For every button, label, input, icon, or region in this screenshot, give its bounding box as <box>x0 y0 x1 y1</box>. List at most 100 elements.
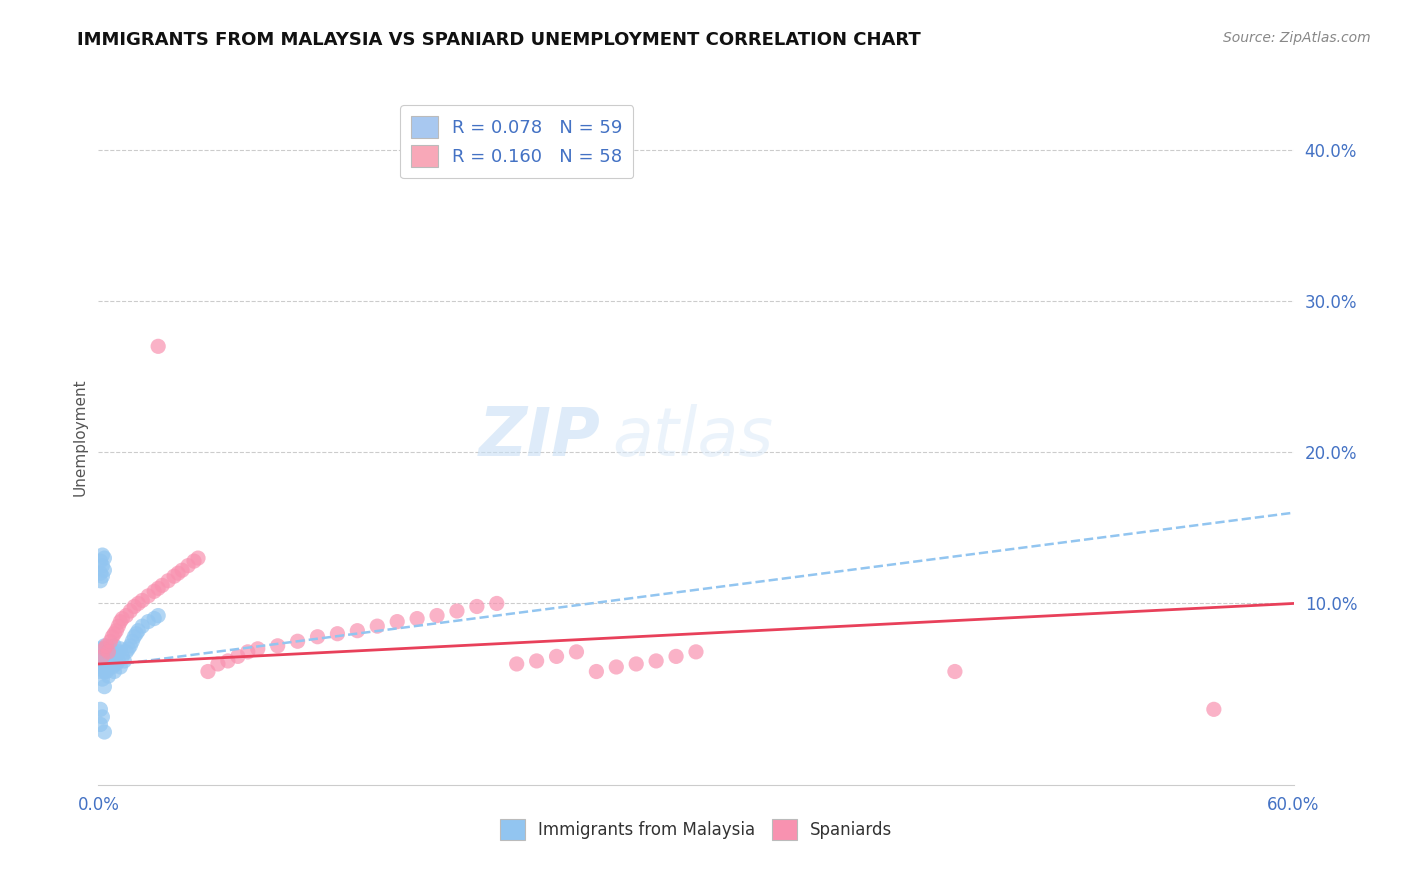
Point <box>89 702 111 716</box>
Point <box>96 639 118 653</box>
Point <box>385 615 409 629</box>
Point <box>131 593 153 607</box>
Point <box>93 725 115 739</box>
Point <box>626 657 648 671</box>
Point <box>585 665 607 679</box>
Point <box>107 654 129 668</box>
Point <box>91 660 114 674</box>
Point <box>943 665 966 679</box>
Point <box>506 657 529 671</box>
Point <box>163 569 186 583</box>
Point <box>446 604 468 618</box>
Point <box>136 589 159 603</box>
Point <box>101 630 124 644</box>
Point <box>115 645 138 659</box>
Point <box>93 665 115 679</box>
Point <box>105 624 128 638</box>
Point <box>97 645 120 659</box>
Y-axis label: Unemployment: Unemployment <box>72 378 87 496</box>
Text: atlas: atlas <box>613 404 773 470</box>
Point <box>183 554 205 568</box>
Legend: Immigrants from Malaysia, Spaniards: Immigrants from Malaysia, Spaniards <box>494 813 898 847</box>
Point <box>105 657 128 671</box>
Point <box>150 578 173 592</box>
Point <box>93 563 115 577</box>
Point <box>112 654 135 668</box>
Point <box>326 626 349 640</box>
Point <box>246 641 269 656</box>
Point <box>346 624 368 638</box>
Point <box>236 645 259 659</box>
Point <box>125 626 148 640</box>
Point <box>177 558 200 573</box>
Point <box>89 554 111 568</box>
Point <box>546 649 568 664</box>
Point <box>98 634 122 648</box>
Point <box>110 615 132 629</box>
Point <box>120 604 142 618</box>
Point <box>665 649 688 664</box>
Point <box>565 645 588 659</box>
Point <box>157 574 180 588</box>
Point <box>526 654 548 668</box>
Point <box>91 569 114 583</box>
Point <box>93 551 115 566</box>
Point <box>89 717 111 731</box>
Point <box>406 611 429 625</box>
Point <box>110 660 132 674</box>
Point <box>143 611 166 625</box>
Point <box>172 563 194 577</box>
Point <box>111 611 134 625</box>
Point <box>97 645 120 659</box>
Point <box>605 660 627 674</box>
Point <box>148 582 170 596</box>
Text: IMMIGRANTS FROM MALAYSIA VS SPANIARD UNEMPLOYMENT CORRELATION CHART: IMMIGRANTS FROM MALAYSIA VS SPANIARD UNE… <box>77 31 921 49</box>
Point <box>131 619 153 633</box>
Point <box>226 649 249 664</box>
Point <box>89 641 111 656</box>
Point <box>645 654 668 668</box>
Point <box>136 615 159 629</box>
Point <box>96 649 118 664</box>
Point <box>426 608 449 623</box>
Point <box>91 672 114 686</box>
Point <box>89 665 111 679</box>
Point <box>307 630 329 644</box>
Point <box>120 639 142 653</box>
Point <box>91 548 114 562</box>
Point <box>121 634 143 648</box>
Point <box>485 597 508 611</box>
Point <box>91 649 114 664</box>
Point <box>97 660 120 674</box>
Point <box>465 599 488 614</box>
Point <box>89 574 111 588</box>
Point <box>93 654 115 668</box>
Point <box>91 558 114 573</box>
Point <box>103 665 125 679</box>
Point <box>89 566 111 581</box>
Point <box>124 630 146 644</box>
Point <box>143 584 166 599</box>
Point <box>98 657 122 671</box>
Point <box>98 641 122 656</box>
Point <box>89 657 111 671</box>
Point <box>91 710 114 724</box>
Point <box>127 597 149 611</box>
Point <box>98 649 122 664</box>
Point <box>1202 702 1225 716</box>
Text: ZIP: ZIP <box>478 404 600 470</box>
Point <box>93 639 115 653</box>
Point <box>148 608 170 623</box>
Point <box>287 634 309 648</box>
Point <box>217 654 239 668</box>
Point <box>115 608 138 623</box>
Point <box>101 660 124 674</box>
Point <box>167 566 190 581</box>
Point <box>101 654 124 668</box>
Point <box>96 657 118 671</box>
Point <box>103 639 125 653</box>
Point <box>93 680 115 694</box>
Point <box>685 645 707 659</box>
Point <box>366 619 388 633</box>
Point <box>93 641 115 656</box>
